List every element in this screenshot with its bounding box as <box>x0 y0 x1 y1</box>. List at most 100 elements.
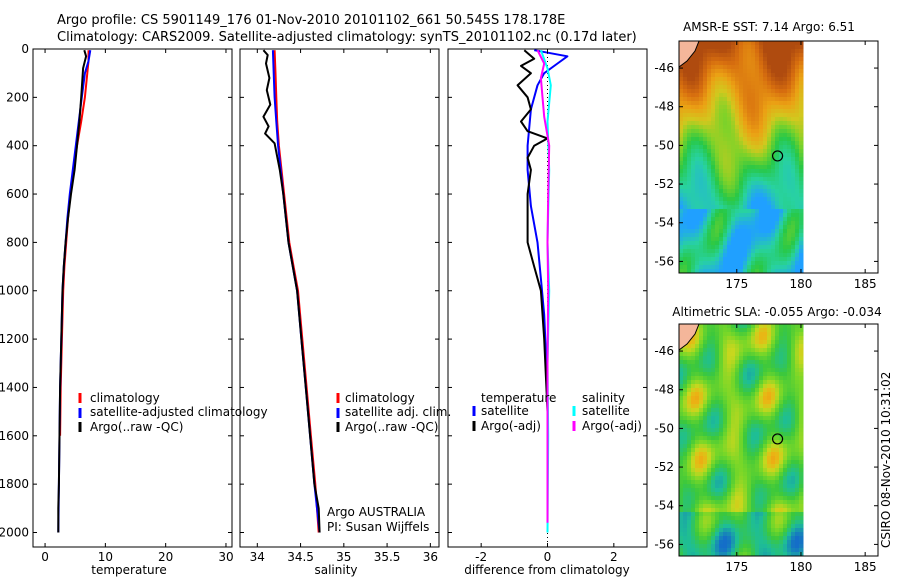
map-cell <box>795 161 800 166</box>
map-cell <box>763 177 768 182</box>
map-cell <box>699 249 704 254</box>
map-cell <box>771 540 776 545</box>
map-cell <box>695 484 700 489</box>
map-cell <box>763 241 768 246</box>
map-cell <box>715 372 720 377</box>
map-cell <box>759 348 764 353</box>
map-cell <box>727 524 732 529</box>
map-cell <box>755 241 760 246</box>
map-cell <box>687 93 692 98</box>
map-cell <box>787 340 792 345</box>
map-cell <box>731 400 736 405</box>
map-cell <box>703 332 708 337</box>
map-cell <box>735 444 740 449</box>
map-cell <box>703 504 708 509</box>
map-cell <box>727 404 732 409</box>
map-cell <box>719 440 724 445</box>
map-cell <box>767 528 772 533</box>
map-cell <box>731 484 736 489</box>
map-cell <box>699 225 704 230</box>
map-cell <box>727 53 732 58</box>
map-cell <box>731 229 736 234</box>
map-cell <box>743 328 748 333</box>
map-cell <box>799 456 804 461</box>
map-cell <box>683 261 688 266</box>
map-cell <box>783 364 788 369</box>
map-cell <box>755 117 760 122</box>
map-cell <box>771 484 776 489</box>
map-cell <box>767 73 772 78</box>
map-cell <box>723 249 728 254</box>
map-cell <box>679 524 684 529</box>
map-cell <box>727 516 732 521</box>
map-cell <box>679 129 684 134</box>
map-cell <box>719 61 724 66</box>
map-cell <box>687 432 692 437</box>
map-cell <box>735 332 740 337</box>
map-cell <box>719 376 724 381</box>
map-cell <box>795 245 800 250</box>
y-tick-label: -54 <box>654 499 674 513</box>
map-cell <box>751 69 756 74</box>
map-cell <box>779 173 784 178</box>
map-cell <box>683 520 688 525</box>
map-cell <box>747 161 752 166</box>
map-cell <box>703 432 708 437</box>
map-cell <box>799 225 804 230</box>
map-cell <box>727 500 732 505</box>
map-cell <box>743 113 748 118</box>
map-cell <box>679 97 684 102</box>
map-cell <box>687 500 692 505</box>
map-cell <box>783 65 788 70</box>
map-cell <box>799 121 804 126</box>
map-cell <box>747 416 752 421</box>
map-cell <box>743 189 748 194</box>
map-cell <box>703 404 708 409</box>
map-cell <box>695 81 700 86</box>
map-cell <box>759 181 764 186</box>
map-cell <box>691 89 696 94</box>
map-cell <box>715 85 720 90</box>
map-cell <box>695 416 700 421</box>
map-cell <box>763 376 768 381</box>
map-cell <box>699 125 704 130</box>
map-cell <box>679 161 684 166</box>
map-cell <box>703 360 708 365</box>
map-cell <box>679 380 684 385</box>
map-cell <box>755 520 760 525</box>
map-cell <box>715 348 720 353</box>
map-cell <box>783 93 788 98</box>
map-cell <box>695 73 700 78</box>
map-cell <box>735 380 740 385</box>
map-cell <box>739 408 744 413</box>
map-cell <box>759 480 764 485</box>
map-cell <box>751 225 756 230</box>
map-cell <box>727 85 732 90</box>
map-cell <box>751 157 756 162</box>
map-cell <box>695 53 700 58</box>
map-cell <box>715 145 720 150</box>
map-cell <box>739 340 744 345</box>
map-cell <box>787 484 792 489</box>
map-cell <box>755 404 760 409</box>
map-cell <box>779 133 784 138</box>
map-cell <box>767 544 772 549</box>
map-cell <box>747 376 752 381</box>
map-cell <box>755 41 760 46</box>
map-cell <box>759 520 764 525</box>
map-cell <box>763 524 768 529</box>
map-cell <box>779 217 784 222</box>
map-cell <box>711 512 716 517</box>
map-cell <box>691 209 696 214</box>
map-cell <box>727 145 732 150</box>
map-cell <box>771 536 776 541</box>
map-cell <box>691 360 696 365</box>
map-cell <box>723 500 728 505</box>
map-cell <box>719 372 724 377</box>
map-cell <box>771 73 776 78</box>
map-cell <box>719 261 724 266</box>
map-cell <box>791 97 796 102</box>
map-cell <box>727 225 732 230</box>
map-cell <box>739 460 744 465</box>
map-cell <box>707 324 712 329</box>
